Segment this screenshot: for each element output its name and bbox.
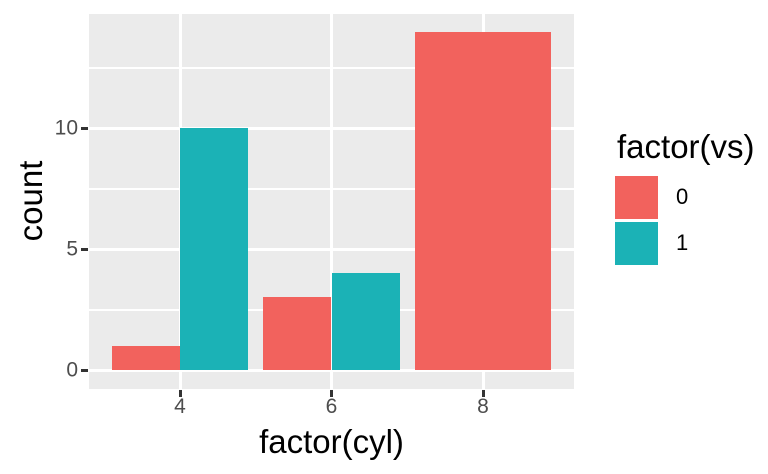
legend-item-label: 0 <box>676 184 689 210</box>
bar-cyl8-vs0 <box>414 31 552 370</box>
y-tick-label: 5 <box>66 237 78 261</box>
x-tick-label: 8 <box>477 395 489 418</box>
bar-cyl6-vs1 <box>331 273 400 370</box>
y-axis-tick <box>81 368 88 372</box>
y-axis-tick <box>81 126 88 130</box>
x-tick-label: 4 <box>174 395 186 418</box>
y-tick-label: 0 <box>66 358 78 382</box>
bar-cyl4-vs1 <box>180 128 249 370</box>
bar-cyl6-vs0 <box>263 297 332 370</box>
gridline-major-x <box>330 14 333 389</box>
x-axis-tick <box>330 390 333 397</box>
legend-item: 0 <box>615 175 755 219</box>
legend-title: factor(vs) <box>617 128 755 165</box>
plot-panel <box>89 14 574 389</box>
legend-item: 1 <box>615 221 755 265</box>
x-axis-tick <box>178 390 182 397</box>
x-tick-label: 6 <box>325 395 338 418</box>
legend-key-swatch <box>615 175 658 219</box>
legend-item-label: 1 <box>676 230 689 256</box>
y-tick-label: 10 <box>54 116 78 140</box>
x-axis-tick <box>481 390 485 397</box>
legend-key-swatch <box>615 221 658 265</box>
x-axis-title: factor(cyl) <box>259 423 404 460</box>
y-axis-title: count <box>11 160 49 242</box>
bar-cyl4-vs0 <box>111 345 180 370</box>
y-axis-tick <box>81 247 88 251</box>
